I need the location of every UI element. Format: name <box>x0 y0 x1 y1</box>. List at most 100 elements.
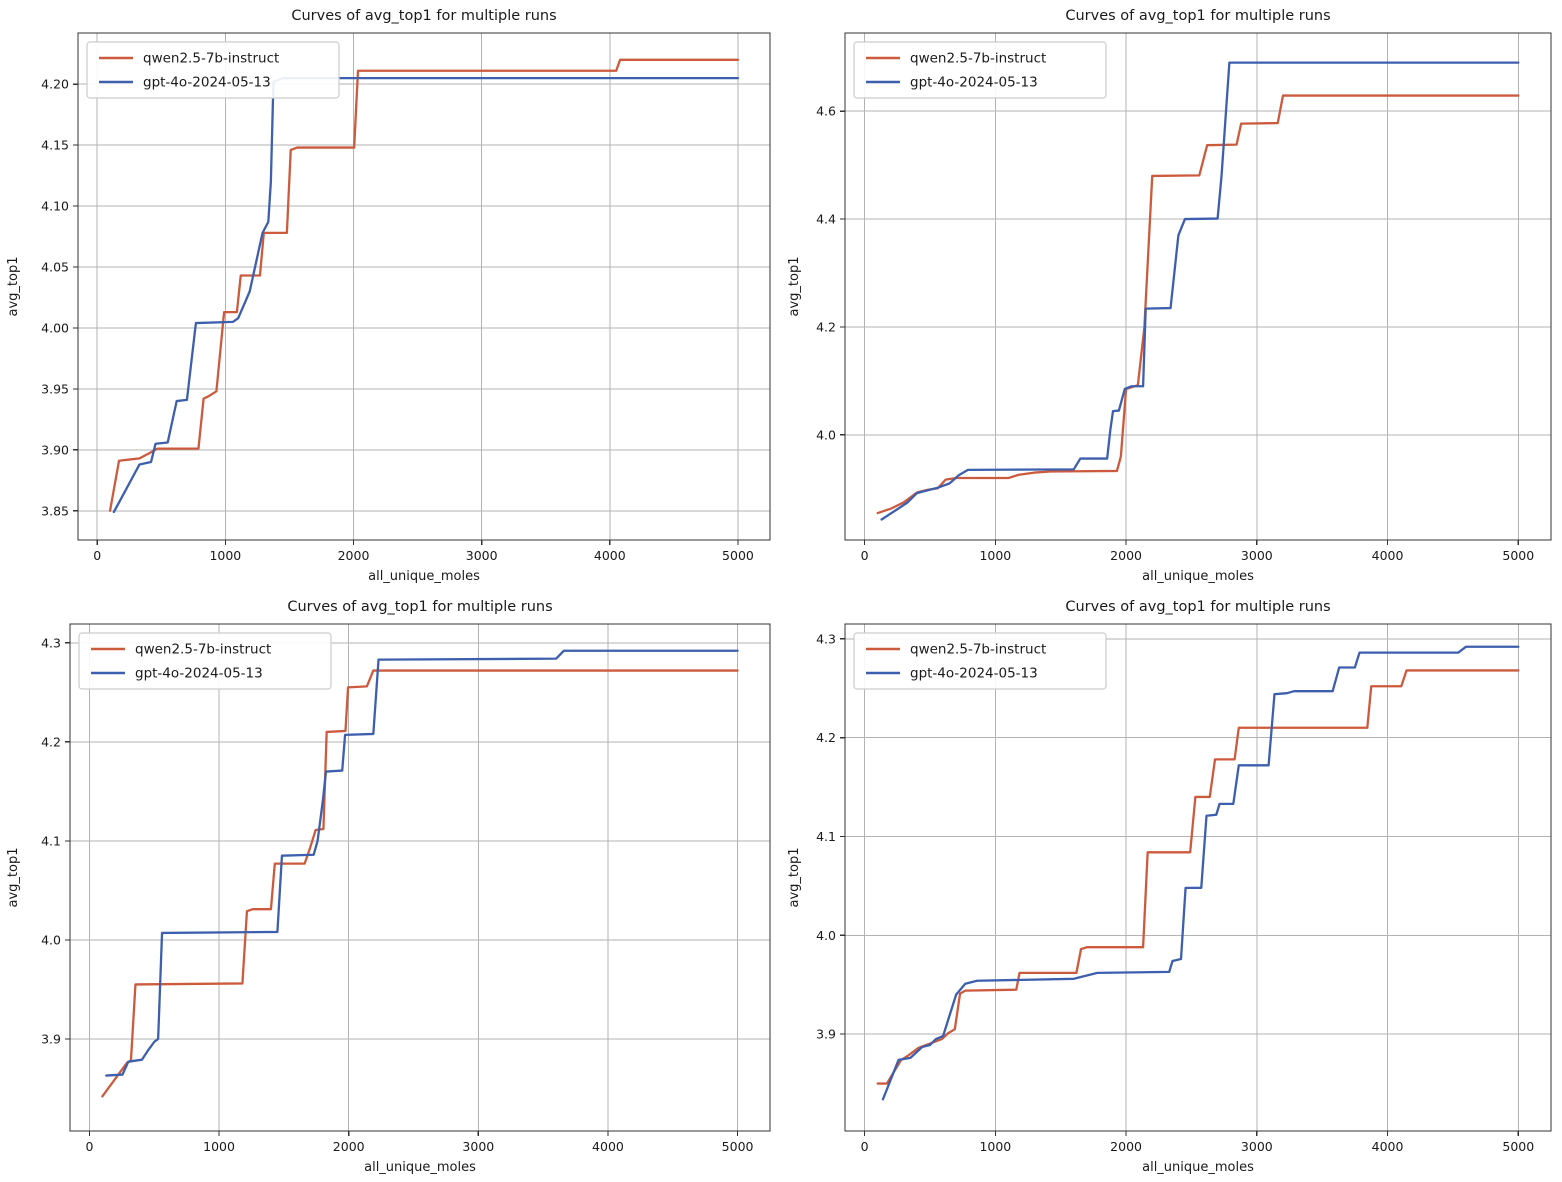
x-tick-label: 5000 <box>722 1139 754 1154</box>
axes-spines <box>844 623 1552 1132</box>
y-axis-label: avg_top1 <box>787 257 802 317</box>
legend: qwen2.5-7b-instruct gpt-4o-2024-05-13 <box>853 41 1107 99</box>
gridlines <box>70 624 770 1131</box>
legend: qwen2.5-7b-instruct gpt-4o-2024-05-13 <box>853 632 1107 690</box>
tick-marks <box>65 642 739 1136</box>
tick-labels: 0 1000 2000 3000 4000 5000 3.85 3.90 3.95 4.00 4.0… <box>41 77 754 563</box>
x-tick-label: 3000 <box>462 1139 494 1154</box>
chart-top-left: 0 1000 2000 3000 4000 5000 3.85 3.90 3.95 4.00 4.0… <box>6 8 771 584</box>
axes-spines <box>844 32 1552 541</box>
x-tick-label: 3000 <box>1241 548 1273 563</box>
series-line-gpt4o <box>112 76 740 514</box>
y-tick-label: 4.20 <box>41 77 69 92</box>
y-tick-label: 4.00 <box>41 320 69 335</box>
series-line-gpt4o <box>105 649 739 1077</box>
plot-area <box>845 624 1551 1131</box>
x-tick-label: 1000 <box>979 1139 1011 1154</box>
x-tick-label: 3000 <box>466 548 498 563</box>
y-tick-label: 4.2 <box>816 319 836 334</box>
x-tick-label: 5000 <box>1502 1139 1534 1154</box>
tick-labels: 0 1000 2000 3000 4000 5000 3.9 4.0 4.1 4.2 4.3 <box>816 631 1534 1154</box>
subplot-bottom-right: 0 1000 2000 3000 4000 5000 3.9 4.0 4.1 4.2 4.3 Curv… <box>781 591 1562 1182</box>
series-line-qwen <box>101 669 739 1098</box>
y-tick-label: 4.0 <box>816 928 836 943</box>
chart-bottom-right: 0 1000 2000 3000 4000 5000 3.9 4.0 4.1 4.2 4.3 Curv… <box>787 599 1552 1175</box>
y-tick-label: 4.0 <box>41 932 61 947</box>
series-line-gpt4o <box>881 645 1520 1101</box>
y-tick-label: 4.4 <box>816 212 836 227</box>
legend-label-gpt4o: gpt-4o-2024-05-13 <box>910 75 1038 91</box>
y-tick-label: 3.9 <box>816 1027 836 1042</box>
axes-spines <box>77 32 771 541</box>
y-tick-label: 3.95 <box>41 381 69 396</box>
y-tick-label: 4.05 <box>41 260 69 275</box>
x-tick-label: 2000 <box>1110 1139 1142 1154</box>
axes-spines <box>69 623 771 1132</box>
tick-marks <box>840 638 1519 1136</box>
x-tick-label: 3000 <box>1241 1139 1273 1154</box>
legend-box <box>78 632 332 690</box>
y-tick-label: 4.3 <box>41 635 61 650</box>
tick-labels: 0 1000 2000 3000 4000 5000 4.0 4.2 4.4 4.6 <box>816 104 1534 563</box>
x-tick-label: 5000 <box>1502 548 1534 563</box>
chart-title: Curves of avg_top1 for multiple runs <box>1065 8 1330 24</box>
gridlines <box>78 33 770 540</box>
plot-area <box>845 33 1551 540</box>
y-axis-label: avg_top1 <box>787 848 802 908</box>
legend: qwen2.5-7b-instruct gpt-4o-2024-05-13 <box>86 41 340 99</box>
y-tick-label: 3.85 <box>41 503 69 518</box>
y-tick-label: 4.2 <box>816 730 836 745</box>
legend-label-qwen: qwen2.5-7b-instruct <box>910 642 1046 658</box>
chart-top-right: 0 1000 2000 3000 4000 5000 4.0 4.2 4.4 4.6 Curves … <box>787 8 1552 584</box>
x-tick-label: 4000 <box>594 548 626 563</box>
x-tick-label: 4000 <box>592 1139 624 1154</box>
x-tick-label: 0 <box>93 548 101 563</box>
tick-labels: 0 1000 2000 3000 4000 5000 3.9 4.0 4.1 4.2 4.3 <box>41 635 753 1154</box>
y-tick-label: 4.1 <box>816 829 836 844</box>
gridlines <box>845 33 1551 540</box>
x-axis-label: all_unique_moles <box>1142 569 1254 584</box>
y-tick-label: 4.1 <box>41 833 61 848</box>
x-axis-label: all_unique_moles <box>1142 1160 1254 1175</box>
plot-area <box>78 33 770 540</box>
x-axis-label: all_unique_moles <box>368 569 480 584</box>
x-axis-label: all_unique_moles <box>364 1160 476 1175</box>
x-tick-label: 0 <box>861 1139 869 1154</box>
subplot-bottom-left: 0 1000 2000 3000 4000 5000 3.9 4.0 4.1 4.2 4.3 Curv… <box>0 591 781 1182</box>
y-tick-label: 4.10 <box>41 199 69 214</box>
y-axis-label: avg_top1 <box>6 848 21 908</box>
subplot-top-left: 0 1000 2000 3000 4000 5000 3.85 3.90 3.95 4.00 4.0… <box>0 0 781 591</box>
y-tick-label: 4.0 <box>816 427 836 442</box>
legend-box <box>86 41 340 99</box>
chart-title: Curves of avg_top1 for multiple runs <box>287 599 552 615</box>
tick-marks <box>73 83 739 545</box>
legend-label-gpt4o: gpt-4o-2024-05-13 <box>135 666 263 682</box>
subplot-top-right: 0 1000 2000 3000 4000 5000 4.0 4.2 4.4 4.6 Curves … <box>781 0 1562 591</box>
chart-title: Curves of avg_top1 for multiple runs <box>1065 599 1330 615</box>
x-tick-label: 5000 <box>722 548 754 563</box>
x-tick-label: 1000 <box>203 1139 235 1154</box>
x-tick-label: 0 <box>85 1139 93 1154</box>
x-tick-label: 1000 <box>209 548 241 563</box>
y-tick-label: 4.6 <box>816 104 836 119</box>
legend-label-qwen: qwen2.5-7b-instruct <box>143 51 279 67</box>
x-tick-label: 1000 <box>979 548 1011 563</box>
chart-bottom-left: 0 1000 2000 3000 4000 5000 3.9 4.0 4.1 4.2 4.3 Curv… <box>6 599 771 1175</box>
legend-box <box>853 632 1107 690</box>
chart-title: Curves of avg_top1 for multiple runs <box>291 8 556 24</box>
legend-label-qwen: qwen2.5-7b-instruct <box>910 51 1046 67</box>
y-tick-label: 4.15 <box>41 138 69 153</box>
x-tick-label: 2000 <box>333 1139 365 1154</box>
legend-label-gpt4o: gpt-4o-2024-05-13 <box>910 666 1038 682</box>
y-axis-label: avg_top1 <box>6 257 21 317</box>
legend-label-gpt4o: gpt-4o-2024-05-13 <box>143 75 271 91</box>
x-tick-label: 2000 <box>338 548 370 563</box>
x-tick-label: 4000 <box>1372 548 1404 563</box>
gridlines <box>845 624 1551 1131</box>
y-tick-label: 4.3 <box>816 631 836 646</box>
x-tick-label: 2000 <box>1110 548 1142 563</box>
y-tick-label: 3.9 <box>41 1031 61 1046</box>
x-tick-label: 0 <box>861 548 869 563</box>
legend: qwen2.5-7b-instruct gpt-4o-2024-05-13 <box>78 632 332 690</box>
